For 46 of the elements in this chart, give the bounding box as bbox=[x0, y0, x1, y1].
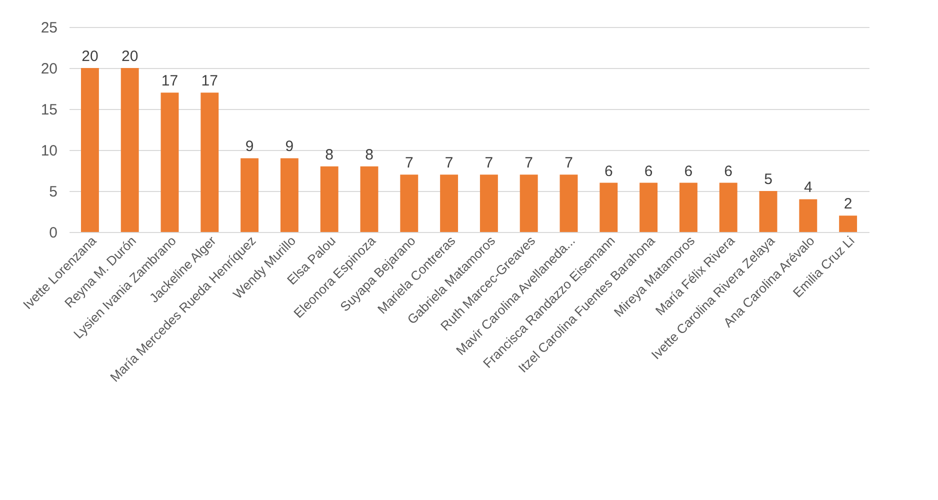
bar bbox=[719, 182, 738, 232]
data-label: 6 bbox=[644, 162, 653, 180]
bar bbox=[560, 174, 578, 232]
data-label: 6 bbox=[724, 162, 733, 180]
data-label: 9 bbox=[285, 138, 294, 156]
data-label: 6 bbox=[684, 162, 693, 180]
data-label: 17 bbox=[201, 72, 218, 90]
bar bbox=[839, 216, 858, 232]
bar bbox=[240, 158, 259, 232]
bar bbox=[679, 182, 698, 232]
data-label: 7 bbox=[444, 154, 454, 172]
data-label: 7 bbox=[564, 154, 573, 172]
bar bbox=[160, 92, 179, 232]
bar bbox=[120, 68, 139, 232]
bar bbox=[759, 191, 778, 232]
data-label: 9 bbox=[245, 138, 254, 156]
data-label: 4 bbox=[804, 179, 812, 196]
y-tick-label: 0 bbox=[49, 224, 58, 242]
data-label: 17 bbox=[161, 72, 178, 90]
bar bbox=[799, 199, 818, 232]
data-label: 20 bbox=[122, 48, 138, 65]
bar bbox=[640, 182, 658, 232]
data-label: 20 bbox=[82, 48, 98, 65]
y-tick-label: 10 bbox=[40, 142, 58, 160]
bar bbox=[480, 174, 498, 232]
bar bbox=[360, 166, 378, 232]
bar bbox=[440, 174, 458, 232]
data-label: 7 bbox=[484, 154, 494, 172]
data-label: 6 bbox=[604, 162, 613, 180]
data-label: 5 bbox=[764, 171, 772, 188]
bar bbox=[600, 182, 618, 232]
bar bbox=[520, 174, 538, 232]
bar bbox=[280, 158, 298, 232]
data-label: 7 bbox=[524, 154, 534, 172]
y-tick-label: 25 bbox=[40, 20, 58, 36]
bar bbox=[80, 68, 99, 232]
y-tick-label: 15 bbox=[40, 102, 58, 118]
bar bbox=[400, 174, 418, 232]
data-label: 2 bbox=[844, 196, 852, 213]
data-label: 8 bbox=[365, 146, 374, 164]
data-label: 7 bbox=[404, 154, 414, 172]
y-tick-label: 5 bbox=[49, 184, 58, 200]
y-tick-label: 20 bbox=[40, 60, 58, 78]
bar bbox=[320, 166, 338, 232]
bar bbox=[200, 92, 219, 232]
data-label: 8 bbox=[325, 146, 334, 164]
